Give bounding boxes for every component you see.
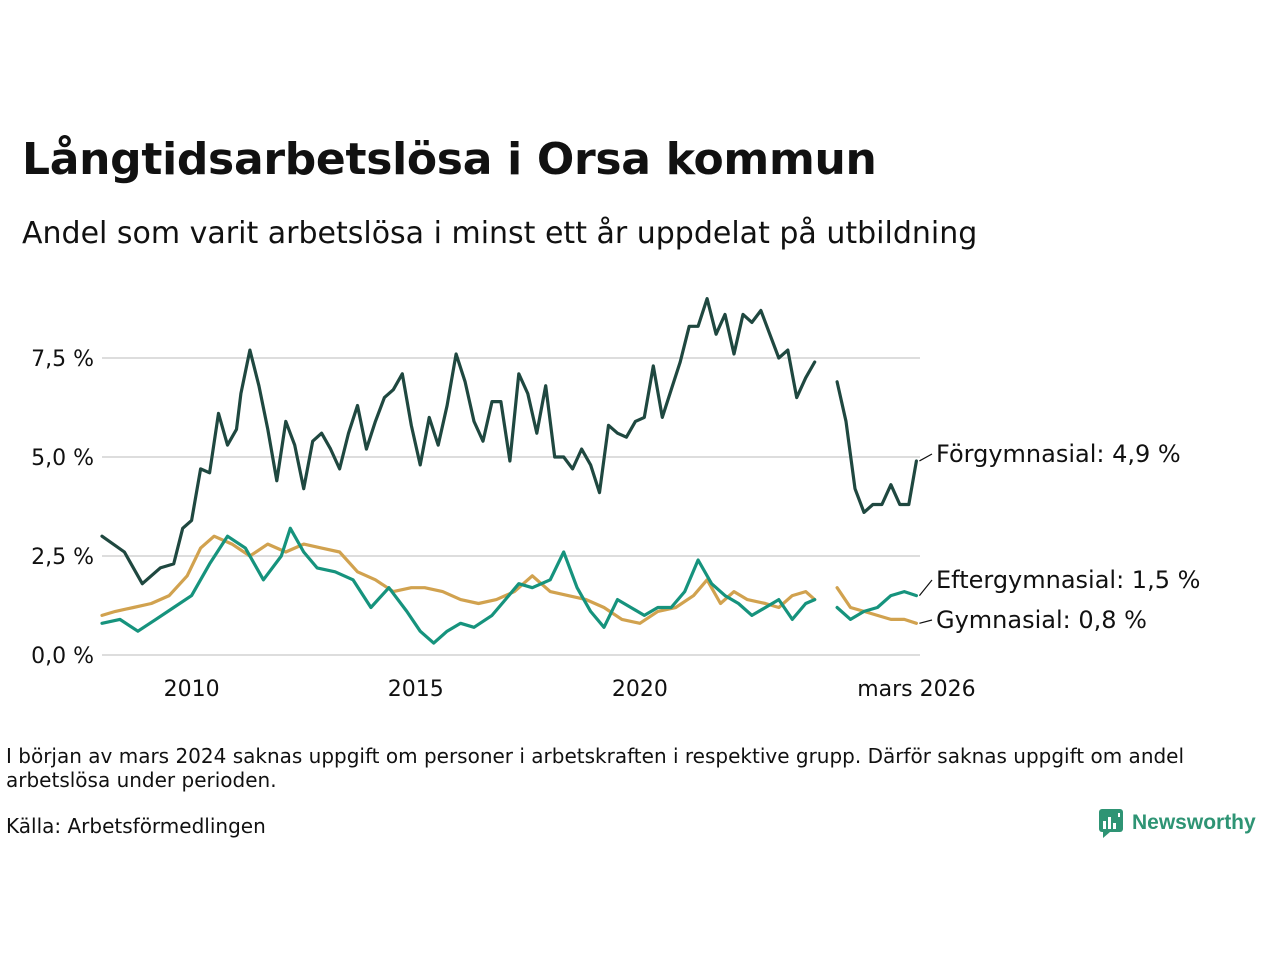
line-chart: 0,0 % 2,5 % 5,0 % 7,5 % 2010 2015 2020 mars 20… bbox=[31, 297, 1200, 702]
series-label-gymnasial: Gymnasial: 0,8 % bbox=[936, 606, 1147, 634]
y-tick-label: 7,5 % bbox=[31, 347, 94, 372]
x-axis: 2010 2015 2020 mars 2026 bbox=[164, 677, 976, 702]
y-axis: 0,0 % 2,5 % 5,0 % 7,5 % bbox=[31, 347, 94, 669]
grid-lines bbox=[102, 357, 920, 656]
newsworthy-chart-icon bbox=[1099, 809, 1123, 838]
x-tick-label: mars 2026 bbox=[857, 677, 975, 702]
series-line-gymnasial bbox=[100, 534, 918, 625]
y-tick-label: 5,0 % bbox=[31, 446, 94, 471]
y-tick-label: 2,5 % bbox=[31, 545, 94, 570]
series-label-forgymnasial: Förgymnasial: 4,9 % bbox=[936, 440, 1181, 468]
newsworthy-logo: Newsworthy bbox=[1098, 808, 1256, 838]
series-labels: Förgymnasial: 4,9 % Eftergymnasial: 1,5 %… bbox=[918, 440, 1200, 634]
chart-subtitle: Andel som varit arbetslösa i minst ett å… bbox=[22, 216, 978, 251]
label-leader-line bbox=[919, 453, 933, 462]
label-leader-line bbox=[918, 579, 933, 596]
source-text: Källa: Arbetsförmedlingen bbox=[6, 814, 266, 838]
footnote: I början av mars 2024 saknas uppgift om … bbox=[6, 744, 1185, 792]
label-leader-line bbox=[919, 619, 933, 624]
x-tick-label: 2020 bbox=[612, 677, 668, 702]
chart-title: Långtidsarbetslösa i Orsa kommun bbox=[22, 134, 877, 185]
x-tick-label: 2010 bbox=[164, 677, 220, 702]
y-tick-label: 0,0 % bbox=[31, 644, 94, 669]
series-lines bbox=[100, 297, 918, 645]
series-line-forgymnasial bbox=[100, 297, 918, 586]
series-label-eftergymnasial: Eftergymnasial: 1,5 % bbox=[936, 566, 1200, 594]
x-tick-label: 2015 bbox=[388, 677, 444, 702]
series-line-eftergymnasial bbox=[100, 526, 918, 645]
logo-text: Newsworthy bbox=[1132, 811, 1256, 834]
